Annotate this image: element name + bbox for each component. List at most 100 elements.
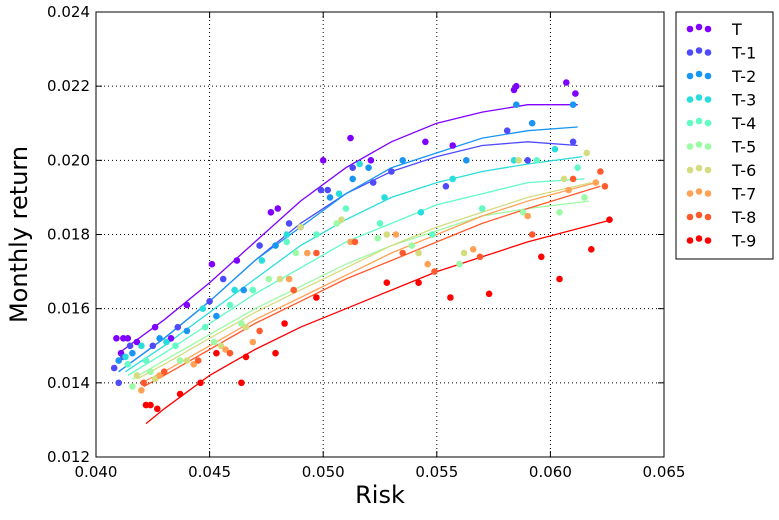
legend-marker: [686, 190, 694, 197]
scatter-point: [160, 368, 168, 376]
x-tick-label: 0.050: [302, 463, 345, 481]
scatter-point: [569, 101, 577, 108]
legend-marker: [695, 47, 703, 54]
scatter-point: [469, 246, 477, 253]
legend-marker: [686, 143, 694, 150]
scatter-point: [572, 90, 579, 97]
scatter-point: [528, 231, 536, 238]
scatter-point: [476, 253, 484, 261]
scatter-point: [149, 342, 157, 350]
fit-curve-3: [125, 155, 583, 373]
scatter-point: [333, 220, 341, 227]
scatter-point: [478, 205, 486, 212]
scatter-point: [356, 160, 363, 168]
y-tick-label: 0.024: [47, 3, 90, 21]
scatter-point: [324, 186, 332, 194]
scatter-point: [140, 379, 147, 387]
scatter-point: [347, 134, 354, 142]
legend-label: T-6: [731, 161, 756, 180]
scatter-point: [222, 346, 229, 353]
scatter-point: [383, 279, 391, 287]
scatter-point: [560, 175, 568, 183]
scatter-point: [431, 268, 438, 275]
scatter-point: [226, 349, 234, 357]
scatter-point: [313, 231, 320, 238]
scatter-point: [374, 234, 382, 242]
legend-marker: [704, 213, 712, 221]
scatter-point: [272, 242, 279, 249]
scatter-point: [110, 364, 118, 372]
scatter-point: [249, 286, 257, 294]
y-tick-label: 0.018: [47, 226, 90, 244]
fit-curve-7: [141, 181, 596, 384]
scatter-point: [528, 119, 536, 127]
scatter-point: [460, 249, 468, 257]
legend-marker: [686, 96, 694, 103]
scatter-point: [449, 142, 457, 149]
scatter-point: [249, 338, 257, 346]
scatter-point: [122, 353, 129, 361]
grid-lines: [96, 12, 664, 457]
scatter-point: [201, 323, 209, 331]
scatter-point: [556, 209, 563, 216]
scatter-point: [231, 286, 238, 294]
legend-marker: [704, 119, 712, 127]
scatter-point: [176, 357, 184, 364]
legend-label: T-4: [731, 114, 756, 133]
legend: T T-1 T-2 T-3 T-4 T-5 T-6 T-7 T-8 T-9: [675, 11, 774, 260]
scatter-point: [601, 183, 609, 190]
legend-box: [675, 11, 774, 260]
scatter-point: [276, 275, 284, 283]
scatter-point: [156, 372, 163, 379]
scatter-point: [258, 257, 266, 264]
scatter-point: [138, 387, 145, 394]
scatter-point: [417, 209, 425, 216]
y-axis-label: Monthly return: [5, 146, 33, 323]
scatter-point: [569, 138, 577, 146]
fit-curve-5: [132, 200, 590, 380]
scatter-point: [156, 335, 163, 342]
legend-label: T-8: [731, 208, 756, 227]
legend-marker: [695, 211, 703, 219]
legend-marker: [695, 23, 703, 31]
scatter-point: [167, 335, 175, 342]
scatter-point: [183, 327, 191, 335]
x-tick-label: 0.065: [643, 463, 686, 481]
scatter-point: [208, 260, 216, 268]
scatter-point: [147, 368, 154, 376]
scatter-point: [151, 323, 159, 331]
scatter-point: [183, 357, 191, 364]
scatter-point: [126, 342, 134, 350]
scatter-point: [597, 168, 604, 175]
scatter-point: [240, 286, 247, 294]
scatter-point: [569, 175, 577, 183]
fit-curves: [118, 104, 612, 425]
scatter-point: [290, 286, 298, 294]
scatter-point: [524, 212, 531, 220]
scatter-point: [129, 383, 136, 390]
scatter-point: [197, 379, 204, 387]
scatter-point: [133, 338, 141, 346]
scatter-point: [563, 79, 570, 86]
scatter-point: [213, 312, 220, 320]
scatter-point: [217, 342, 225, 350]
scatter-point: [606, 216, 613, 223]
scatter-point: [115, 357, 122, 364]
scatter-point: [565, 186, 572, 194]
legend-marker: [695, 164, 703, 172]
legend-marker: [704, 190, 712, 197]
scatter-point: [367, 157, 375, 164]
scatter-point: [151, 375, 159, 383]
y-tick-label: 0.014: [47, 374, 90, 392]
scatter-point: [513, 82, 520, 90]
scatter-point: [349, 175, 357, 183]
scatter-point: [133, 372, 141, 379]
scatter-point: [319, 157, 327, 164]
scatter-point: [256, 242, 263, 249]
scatter-point: [267, 209, 275, 216]
scatter-point: [154, 405, 161, 413]
scatter-point: [285, 275, 293, 283]
fit-curve-2: [118, 126, 578, 373]
y-tick-label: 0.016: [47, 300, 90, 318]
